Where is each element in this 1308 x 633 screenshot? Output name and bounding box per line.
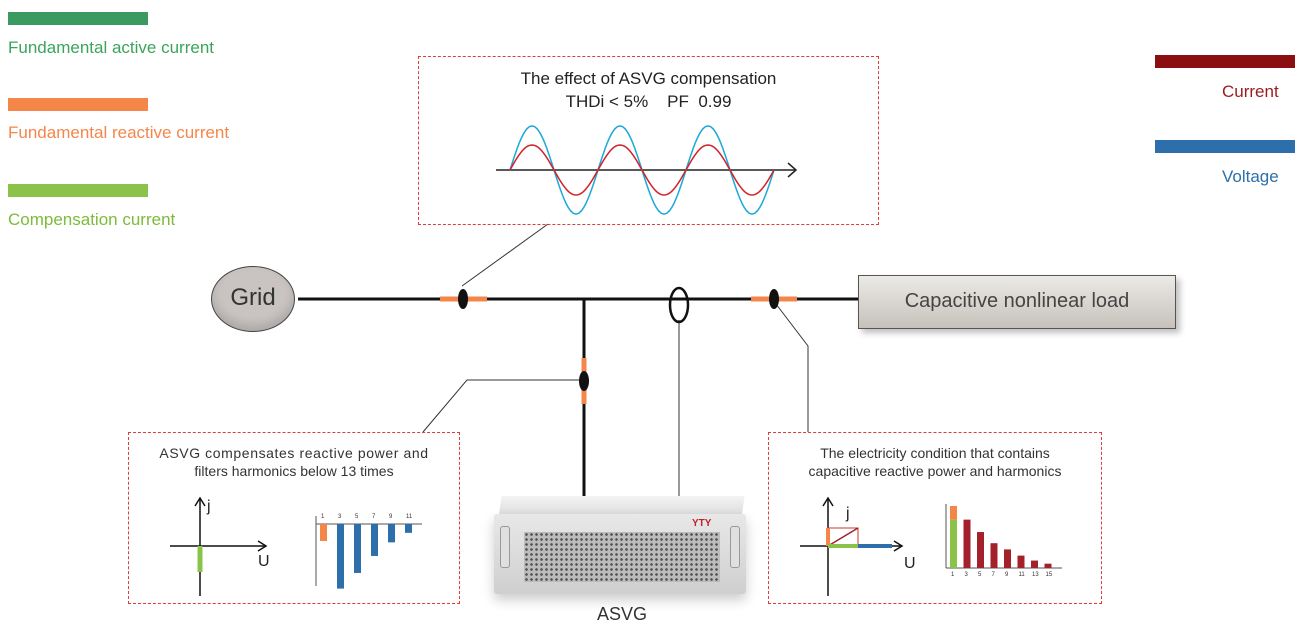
ct-sensor-grid — [458, 289, 468, 309]
left-harmonic-bar — [354, 524, 361, 573]
legend-label-compensation: Compensation current — [8, 210, 176, 229]
left-harmonic-bar — [337, 524, 344, 589]
right-harmonic-bar-reactive — [950, 506, 957, 520]
load-label: Capacitive nonlinear load — [904, 290, 1130, 312]
ct-sensor-load — [769, 289, 779, 309]
right-phasor-diagram: j U — [800, 496, 916, 596]
device-label: ASVG — [596, 604, 648, 624]
left-harmonic-tick: 5 — [355, 514, 359, 520]
right-harmonic-tick: 9 — [1005, 572, 1009, 578]
resultant-phasor — [827, 527, 859, 547]
left-phasor-diagram: j U — [170, 496, 270, 596]
right-harmonic-bar — [963, 519, 971, 568]
right-harmonic-bar — [977, 532, 984, 568]
grid-label: Grid — [230, 284, 276, 311]
right-harmonic-tick: 7 — [992, 572, 996, 578]
asvg-device: YTY — [494, 496, 749, 596]
right-harmonic-bar — [1044, 563, 1052, 568]
left-harmonic-bar — [320, 524, 327, 541]
right-box-title-line2: capacitive reactive power and harmonics — [808, 463, 1062, 479]
grid-node — [211, 266, 295, 332]
legend-label-reactive: Fundamental reactive current — [8, 123, 230, 142]
left-box-title-line1: ASVG compensates reactive power and — [159, 445, 429, 461]
left-harmonic-bar — [405, 524, 412, 533]
left-axis-j: j — [206, 498, 211, 515]
left-harmonic-tick: 7 — [372, 514, 376, 520]
legend-label-current: Current — [1222, 82, 1279, 101]
legend-swatch-reactive — [8, 98, 148, 111]
right-harmonic-bar — [1031, 560, 1038, 568]
left-harmonic-tick: 1 — [321, 514, 325, 520]
left-harmonic-tick: 3 — [338, 514, 342, 520]
effect-title: The effect of ASVG compensation — [520, 69, 777, 88]
legend-swatch-active — [8, 12, 148, 25]
load-box — [858, 275, 1176, 329]
left-harmonic-tick: 9 — [389, 514, 393, 520]
waveform-chart — [496, 125, 798, 215]
right-analysis-box — [768, 432, 1102, 604]
left-analysis-box — [128, 432, 460, 604]
right-box-title-line1: The electricity condition that contains — [820, 445, 1050, 461]
device-handle-right — [730, 526, 740, 568]
left-harmonic-bar — [388, 524, 395, 543]
legend-label-voltage: Voltage — [1222, 167, 1279, 186]
right-harmonic-bar — [1004, 549, 1011, 568]
right-axis-j: j — [845, 505, 850, 522]
right-harmonic-tick: 5 — [978, 572, 982, 578]
right-harmonic-tick: 3 — [965, 572, 969, 578]
right-harmonic-bar — [990, 543, 998, 568]
legend-label-active: Fundamental active current — [8, 38, 214, 57]
right-harmonic-chart: 1 3 5 7 9 11 13 15 — [945, 504, 1062, 578]
left-harmonic-tick: 11 — [406, 514, 413, 520]
left-harmonic-bar — [371, 524, 378, 556]
device-brand-logo: YTY — [692, 518, 712, 529]
right-harmonic-tick: 15 — [1046, 572, 1053, 578]
right-harmonic-bar-active — [950, 519, 957, 568]
left-box-title-line2: filters harmonics below 13 times — [194, 463, 394, 479]
effect-box — [418, 56, 879, 225]
left-harmonic-chart: 1 3 5 7 9 11 — [315, 514, 422, 589]
right-harmonic-bar — [1017, 555, 1025, 568]
right-axis-u: U — [904, 555, 916, 572]
ct-sensor-asvg — [579, 371, 589, 391]
current-waveform — [509, 144, 775, 196]
ct-ring — [668, 286, 690, 324]
left-axis-u: U — [258, 553, 270, 570]
device-handle-left — [500, 526, 510, 568]
right-harmonic-tick: 13 — [1032, 572, 1039, 578]
right-harmonic-tick: 1 — [951, 572, 955, 578]
effect-metrics: THDi < 5% PF 0.99 — [565, 92, 732, 111]
legend-swatch-current — [1155, 55, 1295, 68]
legend-swatch-compensation — [8, 184, 148, 197]
legend-swatch-voltage — [1155, 140, 1295, 153]
right-harmonic-tick: 11 — [1019, 572, 1026, 578]
device-vent-grille — [524, 532, 720, 582]
